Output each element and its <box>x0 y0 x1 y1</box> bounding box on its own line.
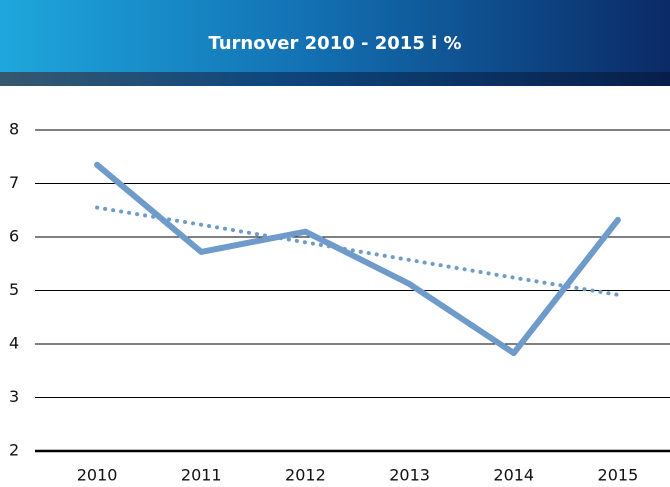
y-tick-label: 3 <box>9 387 19 406</box>
x-tick-label: 2010 <box>77 466 118 485</box>
y-tick-label: 8 <box>9 120 19 139</box>
y-tick-label: 6 <box>9 227 19 246</box>
data-line <box>94 161 621 357</box>
x-tick-label: 2014 <box>493 466 534 485</box>
x-tick-label: 2012 <box>285 466 326 485</box>
x-tick-label: 2011 <box>181 466 222 485</box>
y-tick-label: 5 <box>9 280 19 299</box>
y-tick-label: 2 <box>9 441 19 460</box>
title-banner <box>0 0 670 86</box>
chart-title: Turnover 2010 - 2015 i % <box>208 33 461 54</box>
y-tick-label: 7 <box>9 173 19 192</box>
x-tick-label: 2013 <box>389 466 430 485</box>
x-tick-label: 2015 <box>598 466 639 485</box>
trend-line <box>95 205 620 297</box>
y-tick-label: 4 <box>9 334 19 353</box>
banner-strip <box>0 72 670 86</box>
